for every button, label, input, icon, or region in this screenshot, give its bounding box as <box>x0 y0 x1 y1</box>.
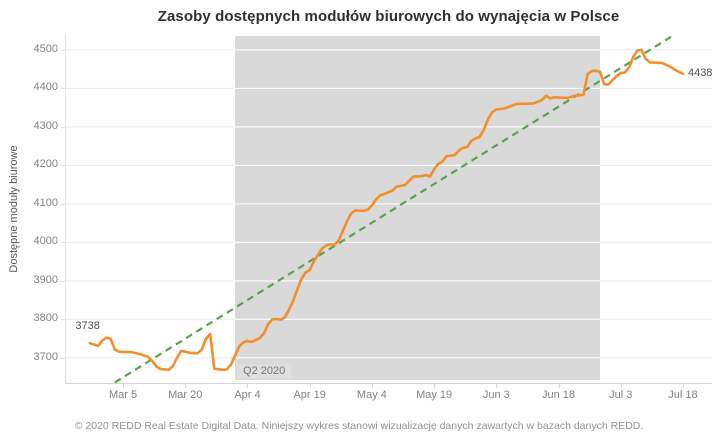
y-tick-mark <box>61 319 65 321</box>
y-tick-label: 3900 <box>33 273 58 286</box>
y-tick-label: 4100 <box>33 196 58 209</box>
x-tick-mark <box>309 384 311 388</box>
y-tick-mark <box>61 88 65 90</box>
first-point-annotation: 3738 <box>75 320 100 333</box>
x-tick-label: Jun 18 <box>542 389 576 401</box>
x-tick-label: May 4 <box>356 389 387 401</box>
band-label: Q2 2020 <box>237 364 292 379</box>
x-tick-label: Apr 4 <box>234 389 261 401</box>
chart-title: Zasoby dostępnych modułów biurowych do w… <box>157 8 620 25</box>
x-tick-mark <box>558 384 560 388</box>
x-tick-mark <box>682 384 684 388</box>
x-tick-mark <box>185 384 187 388</box>
trend-line <box>114 33 676 384</box>
x-tick-label: Mar 5 <box>109 389 138 401</box>
y-tick-label: 4500 <box>33 42 58 55</box>
footer-credit: © 2020 REDD Real Estate Digital Data. Ni… <box>74 420 644 432</box>
y-tick-label: 4300 <box>33 119 58 132</box>
x-tick-label: Apr 19 <box>293 389 326 401</box>
y-tick-mark <box>61 242 65 244</box>
data-line <box>88 48 685 372</box>
x-tick-mark <box>496 384 498 388</box>
y-tick-mark <box>61 126 65 128</box>
x-tick-mark <box>247 384 249 388</box>
y-tick-label: 4000 <box>33 235 58 248</box>
y-tick-label: 3700 <box>33 350 58 363</box>
x-tick-mark <box>123 384 125 388</box>
x-tick-label: Mar 20 <box>168 389 203 401</box>
y-tick-mark <box>61 165 65 167</box>
y-tick-label: 4400 <box>33 81 58 94</box>
y-tick-label: 3800 <box>33 312 58 325</box>
q2-reference-band <box>235 36 601 380</box>
x-tick-mark <box>620 384 622 388</box>
x-tick-label: Jun 3 <box>482 389 510 401</box>
y-tick-mark <box>61 203 65 205</box>
x-tick-label: Jul 18 <box>668 389 698 401</box>
x-tick-mark <box>434 384 436 388</box>
plot-area <box>65 33 712 384</box>
last-point-annotation: 4438 <box>687 66 713 79</box>
y-tick-mark <box>61 49 65 51</box>
y-tick-mark <box>61 357 65 359</box>
y-tick-label: 4200 <box>33 158 58 171</box>
y-tick-mark <box>61 280 65 282</box>
x-tick-label: Jul 3 <box>609 389 633 401</box>
x-tick-label: May 19 <box>416 389 453 401</box>
x-tick-mark <box>371 384 373 388</box>
